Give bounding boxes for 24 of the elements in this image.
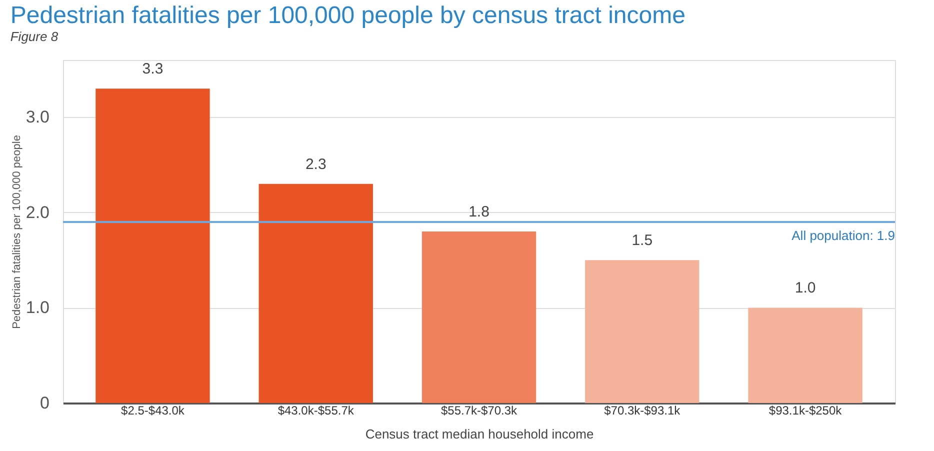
x-tick-label: $55.7k-$70.3k (440, 404, 518, 418)
bar (748, 308, 862, 403)
data-label: 2.3 (305, 156, 326, 173)
bar (422, 232, 536, 403)
y-tick-label: 1.0 (26, 298, 50, 318)
bar (258, 184, 373, 403)
data-label: 1.5 (632, 232, 653, 250)
data-label: 1.0 (794, 280, 816, 297)
data-label: 3.3 (142, 60, 164, 78)
y-tick-label: 3.0 (26, 108, 50, 127)
caption: Figure 8 (10, 29, 59, 44)
x-tick-label: $93.1k-$250k (768, 404, 843, 418)
y-tick-label: 2.0 (26, 202, 50, 222)
x-axis-title: Census tract median household income (365, 426, 594, 442)
x-tick-label: $2.5-$43.0k (121, 404, 186, 418)
data-label: 1.8 (468, 204, 490, 220)
y-axis-title: Pedestrian fatalities per 100,000 people (10, 135, 23, 329)
x-tick-label: $70.3k-$93.1k (604, 404, 682, 418)
bar (96, 88, 210, 403)
ref-line-label: All population: 1.9 (792, 228, 895, 243)
bar (585, 260, 700, 403)
y-tick-label: 0 (40, 394, 50, 412)
x-tick-label: $43.0k-$55.7k (278, 404, 355, 418)
chart-title: Pedestrian fatalities per 100,000 people by census tract income (10, 2, 686, 29)
